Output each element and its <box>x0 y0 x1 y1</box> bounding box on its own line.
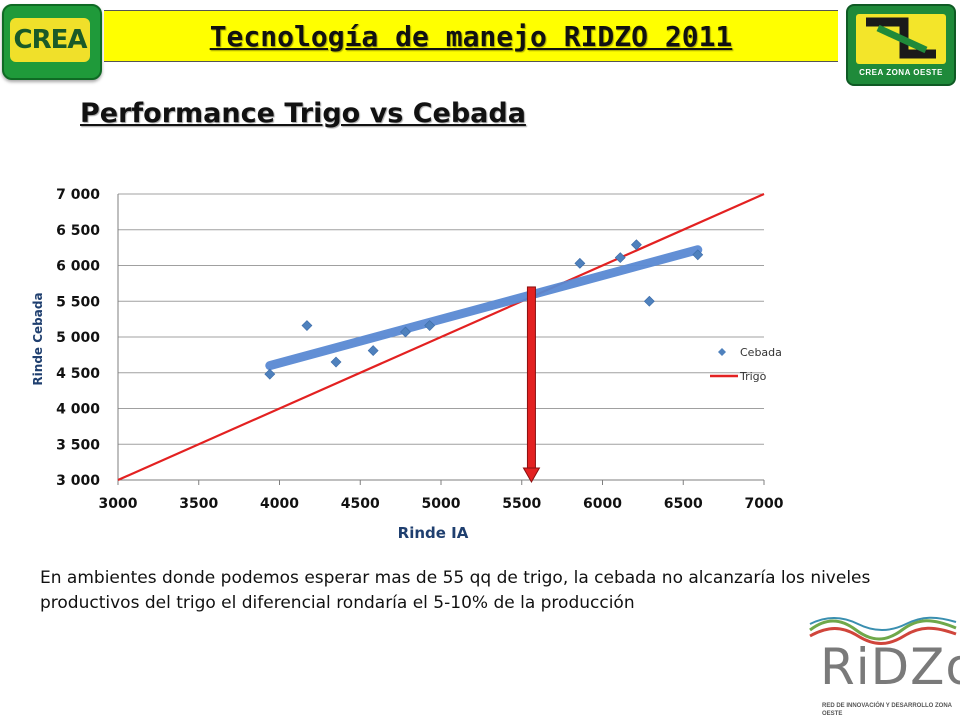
cebada-point <box>367 345 379 357</box>
y-tick-label: 4 500 <box>56 366 100 382</box>
slide-title: Performance Trigo vs Cebada <box>80 98 526 129</box>
ridzo-tagline: RED DE INNOVACIÓN Y DESARROLLO ZONA OEST… <box>822 703 952 717</box>
cebada-point <box>692 249 704 261</box>
conclusion-note: En ambientes donde podemos esperar mas d… <box>40 568 871 613</box>
y-tick-label: 3 500 <box>56 437 100 453</box>
cebada-point <box>264 368 276 380</box>
y-tick-label: 6 500 <box>56 223 100 239</box>
y-tick-label: 5 000 <box>56 330 100 346</box>
ridzo-logo: RiDZo RED DE INNOVACIÓN Y DESARROLLO ZON… <box>806 616 960 720</box>
header-band: Tecnología de manejo RIDZO 2011 <box>104 10 838 62</box>
y-tick-label: 7 000 <box>56 187 100 203</box>
y-tick-label: 3 000 <box>56 473 100 489</box>
zona-oeste-caption: CREA ZONA OESTE <box>859 68 943 77</box>
crea-logo-plate: CREA <box>10 18 90 62</box>
legend-cebada-marker <box>718 348 726 356</box>
y-tick-label: 4 000 <box>56 402 100 418</box>
x-tick-label: 5000 <box>422 496 461 512</box>
legend-cebada-label: Cebada <box>740 346 782 359</box>
threshold-arrow-shaft <box>526 286 536 469</box>
crea-zona-oeste-logo: CREA ZONA OESTE <box>846 4 956 86</box>
x-tick-label: 4000 <box>260 496 299 512</box>
cebada-trend-line <box>265 245 703 371</box>
threshold-arrow-head <box>522 467 541 484</box>
y-tick-label: 5 500 <box>56 294 100 310</box>
x-tick-label: 7000 <box>745 496 784 512</box>
y-tick-label: 6 000 <box>56 259 100 275</box>
cebada-point <box>301 320 313 331</box>
x-tick-label: 3500 <box>179 496 218 512</box>
x-tick-label: 4500 <box>341 496 380 512</box>
crea-logo-text: CREA <box>13 25 88 55</box>
x-tick-label: 5500 <box>502 496 541 512</box>
scatter-chart: 3 000 3 500 4 000 4 500 5 000 5 500 6 000 6 500… <box>31 187 784 542</box>
trigo-line <box>117 192 765 482</box>
y-axis-title: Rinde Cebada <box>31 292 45 385</box>
crea-logo: CREA <box>2 4 102 80</box>
legend-trigo-label: Trigo <box>739 370 767 383</box>
x-axis-title: Rinde IA <box>398 524 469 542</box>
ridzo-waves-icon <box>809 616 957 645</box>
x-tick-label: 3000 <box>99 496 138 512</box>
cebada-point <box>643 295 655 307</box>
zona-oeste-emblem <box>856 14 946 64</box>
zona-oeste-emblem-icon <box>866 17 936 59</box>
x-tick-label: 6000 <box>583 496 622 512</box>
ridzo-wordmark: RiDZo <box>820 638 960 696</box>
cebada-point <box>424 320 436 331</box>
cebada-point <box>574 257 586 269</box>
cebada-point <box>630 239 642 251</box>
x-tick-label: 6500 <box>664 496 703 512</box>
header-title: Tecnología de manejo RIDZO 2011 <box>209 19 733 53</box>
cebada-point <box>330 356 342 368</box>
cebada-point <box>614 252 626 264</box>
cebada-point <box>400 326 411 338</box>
